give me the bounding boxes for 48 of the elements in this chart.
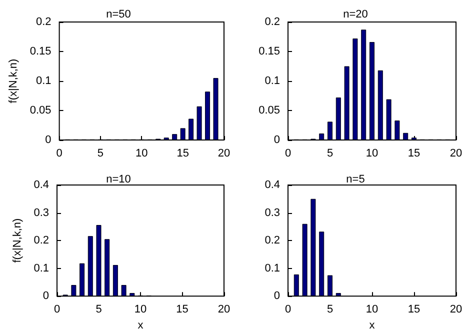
y-tick-label: 0.05 bbox=[258, 104, 280, 116]
x-tick-label: 0 bbox=[54, 304, 60, 316]
y-tick-label: 0 bbox=[45, 134, 52, 146]
y-tick-label: 0.2 bbox=[34, 234, 49, 247]
y-tick-label: 0 bbox=[42, 290, 49, 302]
y-tick-label: 0.2 bbox=[264, 234, 280, 247]
y-tick-label: 0.15 bbox=[30, 46, 52, 58]
x-tick-label: 5 bbox=[326, 148, 334, 160]
x-tick-label: 20 bbox=[450, 148, 462, 160]
x-tick-label: 10 bbox=[366, 148, 378, 160]
x-axis-title: x bbox=[138, 320, 144, 332]
x-tick-label: 20 bbox=[218, 148, 230, 160]
y-tick-label: 0.1 bbox=[34, 262, 49, 274]
y-tick-label: 0 bbox=[274, 290, 280, 302]
y-tick-label: 0.3 bbox=[264, 206, 280, 219]
y-tick-label: 0 bbox=[274, 134, 280, 146]
x-tick-label: 0 bbox=[284, 304, 292, 316]
x-tick-label: 10 bbox=[136, 148, 148, 160]
x-tick-label: 0 bbox=[284, 148, 292, 160]
y-tick-label: 0.1 bbox=[264, 262, 280, 274]
y-tick-label: 0.1 bbox=[36, 75, 52, 87]
x-tick-label: 5 bbox=[96, 304, 102, 316]
x-tick-label: 5 bbox=[97, 148, 104, 160]
x-tick-label: 15 bbox=[408, 148, 420, 160]
x-tick-label: 20 bbox=[218, 304, 230, 316]
chart-title: n=50 bbox=[106, 8, 131, 20]
x-axis-title: x bbox=[369, 320, 376, 332]
chart-title: n=20 bbox=[343, 8, 368, 20]
y-tick-label: 0.3 bbox=[34, 206, 49, 219]
chart-title: n=5 bbox=[346, 174, 365, 186]
y-tick-label: 0.4 bbox=[34, 179, 49, 191]
x-tick-label: 20 bbox=[450, 304, 462, 316]
y-tick-label: 0.05 bbox=[30, 104, 52, 116]
chart-title: n=10 bbox=[106, 174, 131, 186]
x-tick-label: 15 bbox=[176, 148, 189, 160]
y-tick-label: 0.2 bbox=[264, 16, 280, 28]
y-axis-title: f(x|N,k,n) bbox=[8, 58, 20, 104]
x-tick-label: 15 bbox=[176, 304, 188, 316]
y-tick-label: 0.4 bbox=[264, 179, 280, 191]
x-tick-label: 10 bbox=[134, 304, 147, 316]
x-tick-label: 0 bbox=[56, 148, 62, 160]
y-tick-label: 0.2 bbox=[36, 16, 52, 28]
y-tick-label: 0.15 bbox=[258, 46, 280, 58]
x-tick-label: 15 bbox=[408, 304, 420, 316]
y-axis-title: f(x|N,k,n) bbox=[11, 218, 24, 263]
x-tick-label: 10 bbox=[366, 304, 378, 316]
y-tick-label: 0.1 bbox=[264, 75, 280, 87]
x-tick-label: 5 bbox=[326, 304, 334, 316]
